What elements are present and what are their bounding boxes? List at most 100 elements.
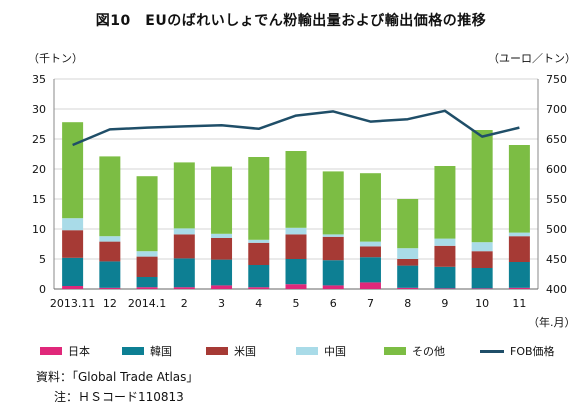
bar-segment-japan [99, 287, 121, 289]
bar-segment-korea [359, 257, 381, 283]
bar-segment-japan [434, 288, 456, 289]
legend-label-china: 中国 [324, 345, 346, 358]
bar-segment-usa [322, 236, 344, 261]
bar-segment-other [285, 151, 307, 228]
x-tick-label: 6 [330, 297, 337, 310]
bar-segment-usa [434, 245, 456, 267]
legend-label-japan: 日本 [68, 345, 90, 358]
right-axis-unit: （ユーロ／トン） [488, 52, 576, 65]
bar-segment-usa [285, 234, 307, 259]
legend-swatch-other [384, 347, 406, 355]
right-tick-label: 600 [546, 163, 567, 176]
bar-segment-other [322, 171, 344, 235]
legend-item-korea: 韓国 [122, 343, 172, 359]
left-tick-label: 25 [32, 133, 46, 146]
bar-segment-other [471, 130, 493, 243]
right-tick-label: 450 [546, 253, 567, 266]
bar-segment-usa [471, 251, 493, 268]
bar-segment-china [471, 242, 493, 252]
bar-segment-korea [99, 261, 121, 288]
bar-segment-japan [471, 288, 493, 289]
bar-segment-china [173, 228, 195, 235]
bar-segment-other [248, 157, 270, 240]
legend-item-japan: 日本 [40, 343, 90, 359]
bar-segment-usa [99, 241, 121, 262]
bar-segment-korea [211, 259, 233, 286]
right-tick-label: 550 [546, 193, 567, 206]
bar-segment-china [397, 248, 419, 259]
bar-segment-japan [359, 282, 381, 289]
chart-title: 図10 EUのばれいしょでん粉輸出量および輸出価格の推移 [95, 13, 487, 29]
x-axis-unit: （年.月） [528, 316, 576, 329]
bar-segment-other [211, 166, 233, 234]
right-tick-label: 750 [546, 73, 567, 86]
bar-segment-other [359, 173, 381, 242]
legend-label-other: その他 [412, 345, 445, 358]
hs-code-note: 注：ＨＳコード110813 [54, 390, 184, 404]
x-tick-label: 8 [404, 297, 411, 310]
bar-segment-other [173, 162, 195, 229]
bar-segment-korea [322, 260, 344, 286]
bar-segment-china [136, 251, 158, 257]
bar-segment-china [99, 236, 121, 242]
legend-swatch-fob [480, 349, 504, 353]
bar-segment-other [434, 166, 456, 239]
bar-segment-japan [397, 287, 419, 289]
x-tick-label: 12 [103, 297, 117, 310]
bar-segment-china [285, 227, 307, 235]
bar-segment-china [434, 238, 456, 246]
legend-item-fob: FOB価格 [480, 343, 555, 359]
left-tick-label: 30 [32, 103, 46, 116]
bar-segment-usa [173, 234, 195, 259]
right-tick-label: 650 [546, 133, 567, 146]
bar-segment-china [248, 239, 270, 243]
bar-segment-other [62, 122, 84, 219]
source-note: 資料：「Global Trade Atlas」 [36, 370, 199, 384]
bar-segment-japan [136, 287, 158, 289]
fob-price-line [72, 109, 520, 147]
left-tick-label: 0 [39, 283, 46, 296]
bar-segment-usa [248, 242, 270, 265]
bar-segment-other [99, 156, 121, 237]
x-tick-label: 9 [441, 297, 448, 310]
legend-swatch-china [296, 347, 318, 355]
legend-swatch-usa [206, 347, 228, 355]
chart-svg: 0510152025303540045050055060065070075020… [32, 73, 567, 310]
legend-label-korea: 韓国 [150, 345, 172, 358]
bar-segment-usa [211, 238, 233, 260]
bar-segment-korea [471, 268, 493, 289]
bar-segment-japan [285, 284, 307, 289]
bar-segment-china [359, 241, 381, 247]
bar-segment-japan [62, 286, 84, 289]
bar-segment-other [508, 145, 530, 233]
right-tick-label: 400 [546, 283, 567, 296]
bar-segment-korea [173, 258, 195, 288]
bar-segment-china [62, 218, 84, 231]
right-tick-label: 500 [546, 223, 567, 236]
x-tick-label: 11 [512, 297, 526, 310]
x-tick-label: 5 [293, 297, 300, 310]
x-tick-label: 4 [255, 297, 262, 310]
left-tick-label: 20 [32, 163, 46, 176]
legend: 日本 韓国 米国 中国 その他 FOB価格 [40, 343, 580, 359]
bar-segment-korea [248, 265, 270, 288]
bar-segment-china [508, 232, 530, 237]
bar-segment-usa [62, 230, 84, 258]
legend-item-other: その他 [384, 343, 445, 359]
right-tick-label: 700 [546, 103, 567, 116]
left-tick-label: 35 [32, 73, 46, 86]
bar-segment-korea [136, 277, 158, 288]
legend-label-usa: 米国 [234, 345, 256, 358]
bar-segment-other [397, 199, 419, 249]
left-tick-label: 10 [32, 223, 46, 236]
legend-item-usa: 米国 [206, 343, 256, 359]
bar-segment-usa [359, 246, 381, 258]
bar-segment-usa [397, 259, 419, 266]
bar-segment-korea [434, 266, 456, 289]
bar-segment-korea [397, 265, 419, 288]
bar-segment-japan [508, 287, 530, 289]
x-tick-label: 10 [475, 297, 489, 310]
x-tick-label: 2013.11 [50, 297, 96, 310]
x-tick-label: 7 [367, 297, 374, 310]
legend-swatch-korea [122, 347, 144, 355]
